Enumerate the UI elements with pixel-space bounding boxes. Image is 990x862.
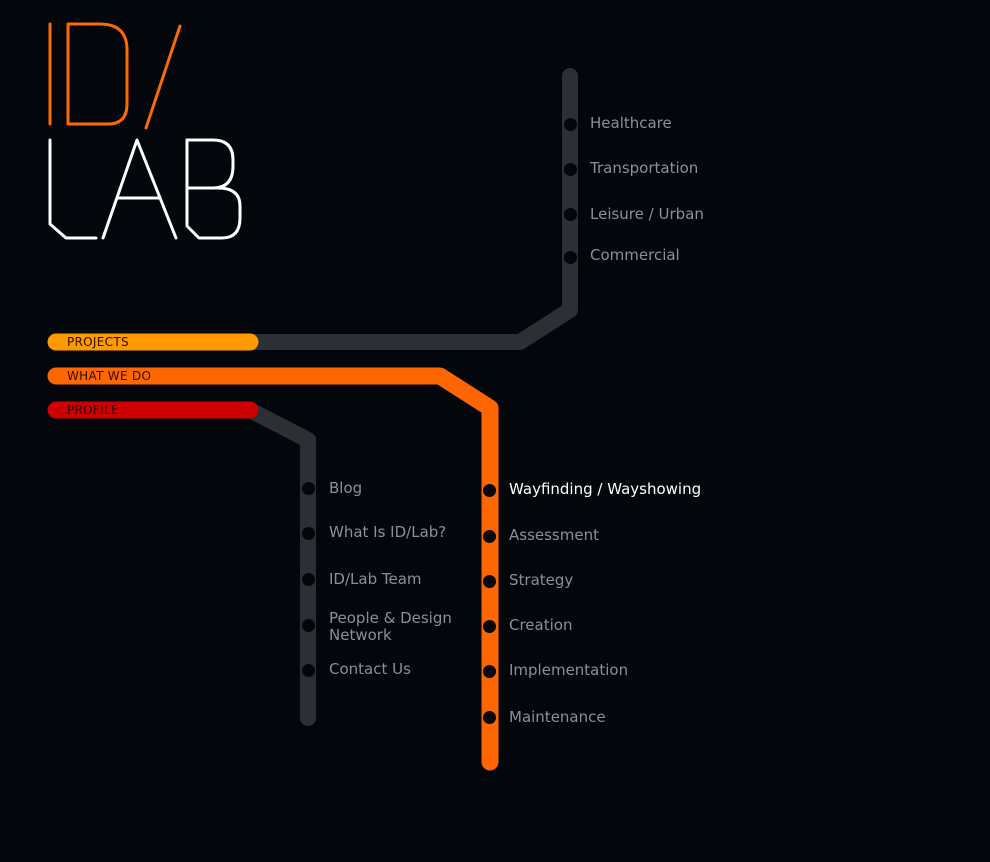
station-dot — [302, 527, 315, 540]
whatwedo-item-creation[interactable]: Creation — [509, 616, 573, 634]
station-dot — [483, 530, 496, 543]
profile-item-blog[interactable]: Blog — [329, 479, 363, 497]
logo-id-slash — [48, 22, 182, 130]
station-dot — [302, 664, 315, 677]
station-dot — [483, 711, 496, 724]
station-dot — [564, 251, 577, 264]
projects-item-healthcare[interactable]: Healthcare — [590, 114, 672, 132]
profile-item-people-design-line2: Network — [329, 626, 392, 644]
logo-lab — [48, 138, 242, 240]
projects-item-commercial[interactable]: Commercial — [590, 246, 680, 264]
projects-item-leisure-urban[interactable]: Leisure / Urban — [590, 205, 704, 223]
nav-profile[interactable]: PROFILE — [67, 403, 119, 417]
whatwedo-item-maintenance[interactable]: Maintenance — [509, 708, 606, 726]
station-dot — [302, 482, 315, 495]
profile-item-what-is-idlab[interactable]: What Is ID/Lab? — [329, 523, 447, 541]
nav-projects[interactable]: PROJECTS — [67, 335, 129, 349]
profile-item-team[interactable]: ID/Lab Team — [329, 570, 422, 588]
station-dot — [483, 484, 496, 497]
station-dot — [483, 575, 496, 588]
whatwedo-item-implementation[interactable]: Implementation — [509, 661, 629, 679]
profile-item-people-design-line1: People & Design — [329, 609, 452, 627]
profile-item-people-design-network[interactable]: People & Design Network — [329, 610, 452, 644]
whatwedo-track[interactable] — [47, 367, 499, 771]
station-dot — [302, 573, 315, 586]
station-dot — [564, 118, 577, 131]
station-dot — [483, 665, 496, 678]
whatwedo-item-wayfinding[interactable]: Wayfinding / Wayshowing — [509, 480, 702, 498]
station-dot — [564, 208, 577, 221]
profile-track-gray — [242, 402, 316, 726]
profile-item-contact-us[interactable]: Contact Us — [329, 660, 411, 678]
projects-track-gray — [242, 68, 578, 350]
station-dot — [302, 619, 315, 632]
nav-what-we-do[interactable]: WHAT WE DO — [67, 369, 152, 383]
whatwedo-item-strategy[interactable]: Strategy — [509, 571, 574, 589]
whatwedo-item-assessment[interactable]: Assessment — [509, 526, 599, 544]
station-dot — [483, 620, 496, 633]
station-dot — [564, 163, 577, 176]
projects-item-transportation[interactable]: Transportation — [590, 159, 699, 177]
